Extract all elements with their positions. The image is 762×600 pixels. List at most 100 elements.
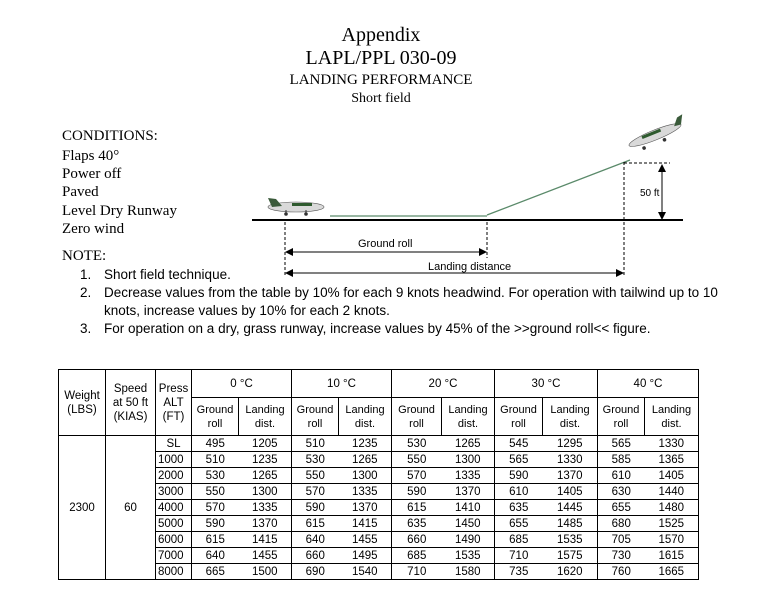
landing-dist-cell: 1365 <box>644 451 699 468</box>
ground-roll-cell: 550 <box>291 467 339 484</box>
press-alt-cell: 3000 <box>155 483 192 500</box>
note-number: 2. <box>80 285 92 300</box>
ground-roll-cell: 570 <box>191 499 239 516</box>
ground-roll-cell: 680 <box>597 515 645 532</box>
ground-roll-cell: 590 <box>291 499 339 516</box>
note-item: 3. For operation on a dry, grass runway,… <box>80 320 720 338</box>
note-item: 2. Decrease values from the table by 10%… <box>80 284 720 320</box>
ground-roll-cell: 530 <box>391 435 442 452</box>
landing-performance-table: Weight (LBS) Speed at 50 ft (KIAS) Press… <box>58 369 699 580</box>
ground-roll-cell: 760 <box>597 563 645 580</box>
ground-roll-cell: 495 <box>191 435 239 452</box>
landing-dist-cell: 1300 <box>338 467 392 484</box>
temp-header: 0 °C <box>191 369 292 398</box>
landing-dist-cell: 1265 <box>338 451 392 468</box>
landing-dist-cell: 1570 <box>644 531 699 548</box>
ground-roll-subheader: Ground roll <box>494 397 543 436</box>
condition-item: Flaps 40° <box>62 148 120 164</box>
landing-dist-cell: 1415 <box>238 531 292 548</box>
landing-dist-cell: 1455 <box>338 531 392 548</box>
height-label: 50 ft <box>640 188 660 199</box>
ground-roll-cell: 615 <box>291 515 339 532</box>
landing-dist-cell: 1665 <box>644 563 699 580</box>
landing-dist-cell: 1405 <box>644 467 699 484</box>
temp-header: 20 °C <box>391 369 495 398</box>
landing-dist-subheader: Landing dist. <box>238 397 292 436</box>
ground-roll-cell: 685 <box>391 547 442 564</box>
ground-roll-cell: 655 <box>597 499 645 516</box>
landing-dist-cell: 1235 <box>338 435 392 452</box>
note-text: Decrease values from the table by 10% fo… <box>104 285 718 318</box>
ground-roll-cell: 610 <box>597 467 645 484</box>
landing-dist-cell: 1295 <box>542 435 598 452</box>
ground-roll-cell: 655 <box>494 515 543 532</box>
ground-roll-cell: 570 <box>391 467 442 484</box>
ground-roll-cell: 635 <box>494 499 543 516</box>
landing-dist-cell: 1370 <box>338 499 392 516</box>
conditions-heading: CONDITIONS: <box>62 128 158 144</box>
appendix-title: Appendix <box>341 24 421 46</box>
speed-header: Speed at 50 ft (KIAS) <box>105 369 156 436</box>
landing-dist-cell: 1370 <box>238 515 292 532</box>
ground-roll-cell: 630 <box>597 483 645 500</box>
press-alt-cell: 5000 <box>155 515 192 532</box>
landing-distance-label: Landing distance <box>428 261 512 273</box>
landing-dist-cell: 1455 <box>238 547 292 564</box>
temp-header: 30 °C <box>494 369 598 398</box>
landing-dist-cell: 1300 <box>441 451 495 468</box>
press-alt-cell: SL <box>155 435 192 452</box>
ground-roll-cell: 735 <box>494 563 543 580</box>
ground-roll-cell: 685 <box>494 531 543 548</box>
ground-roll-subheader: Ground roll <box>597 397 645 436</box>
ground-roll-cell: 610 <box>494 483 543 500</box>
ground-roll-cell: 705 <box>597 531 645 548</box>
landing-dist-cell: 1370 <box>441 483 495 500</box>
landing-dist-cell: 1485 <box>542 515 598 532</box>
section-subtitle: Short field <box>351 91 411 106</box>
note-item: 1. Short field technique. <box>80 266 720 284</box>
landing-dist-cell: 1525 <box>644 515 699 532</box>
ground-roll-cell: 660 <box>291 547 339 564</box>
landing-dist-cell: 1540 <box>338 563 392 580</box>
landing-dist-cell: 1205 <box>238 435 292 452</box>
landing-dist-cell: 1410 <box>441 499 495 516</box>
landing-dist-cell: 1580 <box>441 563 495 580</box>
landing-dist-cell: 1265 <box>238 467 292 484</box>
ground-roll-cell: 640 <box>191 547 239 564</box>
press-alt-cell: 1000 <box>155 451 192 468</box>
ground-roll-cell: 565 <box>597 435 645 452</box>
table-row: 2000 530 1265 550 1300 570 1335 590 1370 610 1405 <box>59 467 699 484</box>
ground-roll-cell: 690 <box>291 563 339 580</box>
ground-roll-subheader: Ground roll <box>191 397 239 436</box>
landing-dist-cell: 1265 <box>441 435 495 452</box>
landing-dist-cell: 1620 <box>542 563 598 580</box>
landing-dist-cell: 1440 <box>644 483 699 500</box>
landing-dist-subheader: Landing dist. <box>644 397 699 436</box>
note-number: 3. <box>80 321 92 336</box>
ground-roll-cell: 545 <box>494 435 543 452</box>
ground-roll-subheader: Ground roll <box>291 397 339 436</box>
temp-header: 40 °C <box>597 369 699 398</box>
landing-dist-cell: 1500 <box>238 563 292 580</box>
press-alt-cell: 4000 <box>155 499 192 516</box>
ground-roll-cell: 710 <box>391 563 442 580</box>
landing-dist-cell: 1480 <box>644 499 699 516</box>
ground-roll-cell: 590 <box>391 483 442 500</box>
ground-roll-cell: 660 <box>391 531 442 548</box>
condition-item: Level Dry Runway <box>62 203 177 219</box>
landing-diagram <box>252 114 683 277</box>
landing-dist-cell: 1335 <box>338 483 392 500</box>
ground-roll-cell: 640 <box>291 531 339 548</box>
landing-dist-cell: 1335 <box>441 467 495 484</box>
table-row: 5000 590 1370 615 1415 635 1450 655 1485 680 1525 <box>59 515 699 532</box>
landing-dist-cell: 1450 <box>441 515 495 532</box>
approach-path <box>486 159 631 216</box>
notes-list: 1. Short field technique. 2. Decrease va… <box>80 266 720 338</box>
weight-header: Weight (LBS) <box>58 369 106 436</box>
ground-roll-cell: 585 <box>597 451 645 468</box>
condition-item: Zero wind <box>62 221 125 237</box>
landing-dist-cell: 1615 <box>644 547 699 564</box>
press-alt-cell: 7000 <box>155 547 192 564</box>
condition-item: Paved <box>62 184 99 200</box>
table-row: 4000 570 1335 590 1370 615 1410 635 1445 655 1480 <box>59 499 699 516</box>
